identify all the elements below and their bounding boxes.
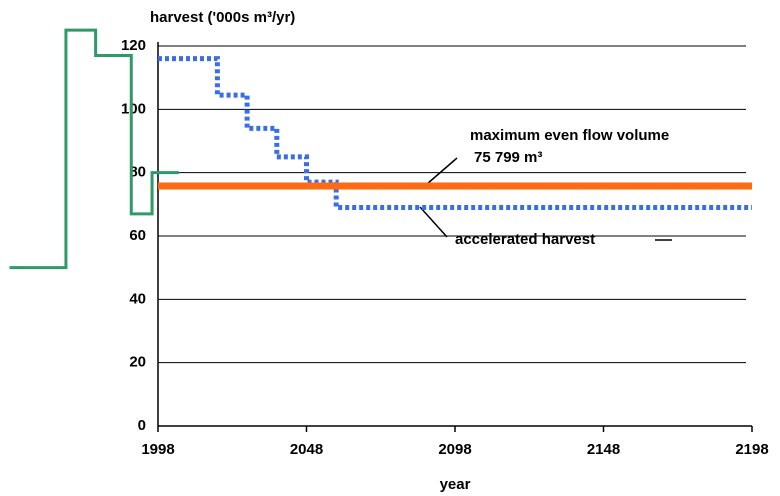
y-axis-title: harvest ('000s m³/yr) xyxy=(150,9,295,26)
y-tick-label: 100 xyxy=(121,100,146,117)
leader-line xyxy=(426,157,458,185)
annotation: accelerated harvest xyxy=(455,231,595,248)
x-axis-title: year xyxy=(440,476,471,493)
plot: 0 20 40 60 80 100 120 1998 2048 2098 2148 2198 xyxy=(9,28,769,458)
annotation: 75 799 m³ xyxy=(474,149,542,166)
leader-line xyxy=(419,206,448,238)
y-tick-label: 40 xyxy=(129,290,146,307)
x-tick-label: 2048 xyxy=(290,441,323,458)
annotation: maximum even flow volume xyxy=(470,127,669,144)
x-tick-label: 2198 xyxy=(735,441,768,458)
x-tick-label: 1998 xyxy=(141,441,174,458)
x-tick-label: 2148 xyxy=(587,441,620,458)
y-tick-label: 120 xyxy=(121,37,146,54)
series-line xyxy=(9,28,179,270)
y-tick-label: 80 xyxy=(129,164,146,181)
y-tick-label: 20 xyxy=(129,354,146,371)
y-tick-label: 0 xyxy=(138,417,146,434)
y-tick-label: 60 xyxy=(129,227,146,244)
x-tick-label: 2098 xyxy=(438,441,471,458)
